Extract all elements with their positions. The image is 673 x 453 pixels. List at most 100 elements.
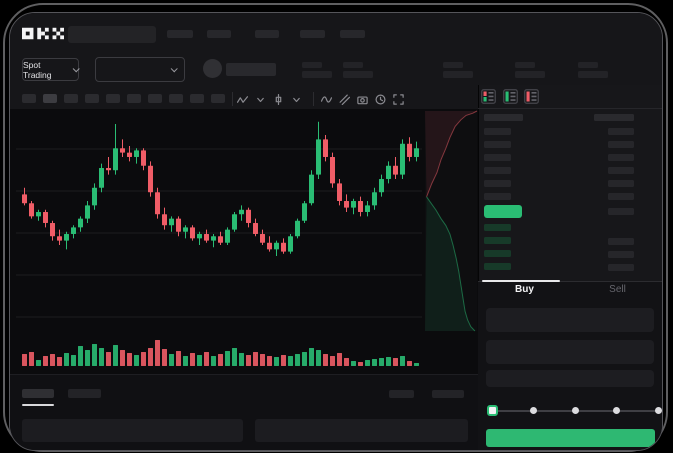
toolbar-divider	[232, 92, 233, 106]
stat-value-placeholder	[515, 71, 545, 78]
slider-stop-dot[interactable]	[571, 407, 579, 414]
last-amount-placeholder[interactable]	[608, 208, 634, 215]
nav-item-placeholder[interactable]	[207, 30, 231, 38]
ticker-stat-group	[578, 62, 608, 78]
price-chart[interactable]	[10, 13, 663, 451]
nav-item-placeholder[interactable]	[167, 30, 193, 38]
orders-tab-2[interactable]	[68, 389, 101, 398]
ticker-stat-group	[343, 62, 373, 78]
slider-stop-dot[interactable]	[530, 407, 537, 414]
ticker-stat-group	[443, 62, 473, 78]
bid-price-placeholder[interactable]	[484, 237, 511, 244]
nav-item-placeholder[interactable]	[300, 30, 325, 38]
timeframe-slot[interactable]	[85, 94, 99, 103]
order-form-field[interactable]	[486, 340, 654, 364]
stat-label-placeholder	[302, 62, 322, 68]
bid-price-placeholder[interactable]	[484, 250, 511, 257]
stat-value-placeholder	[443, 71, 473, 78]
market-type-dropdown[interactable]: Spot Trading	[22, 58, 80, 81]
nav-item-placeholder[interactable]	[340, 30, 365, 38]
ask-amount-placeholder[interactable]	[608, 167, 634, 174]
timeframe-slot[interactable]	[211, 94, 225, 103]
book-all-icon[interactable]	[481, 89, 496, 104]
bid-amount-placeholder[interactable]	[608, 251, 634, 258]
slider-stop-dot[interactable]	[654, 407, 662, 414]
ask-amount-placeholder[interactable]	[608, 154, 634, 161]
pair-select[interactable]	[95, 57, 185, 82]
camera-icon[interactable]	[357, 92, 369, 105]
orders-panel-right	[255, 419, 468, 442]
bid-amount-placeholder[interactable]	[608, 238, 634, 245]
ask-price-placeholder[interactable]	[484, 128, 511, 135]
stat-value-placeholder	[578, 71, 608, 78]
timeframe-slot[interactable]	[22, 94, 36, 103]
orders-panel-left	[22, 419, 243, 442]
search-input[interactable]	[68, 26, 156, 43]
device-bezel	[3, 3, 668, 452]
history-icon[interactable]	[375, 92, 387, 105]
order-form-field[interactable]	[486, 308, 654, 332]
pair-title-placeholder	[226, 63, 276, 76]
zigzag-icon[interactable]	[236, 92, 249, 104]
buy-submit-button[interactable]	[486, 429, 655, 447]
tabbar-divider	[478, 281, 662, 282]
chevron-down-icon[interactable]	[255, 92, 267, 104]
nav-item-placeholder[interactable]	[255, 30, 279, 38]
okx-logo[interactable]	[22, 26, 64, 41]
stat-value-placeholder	[302, 71, 332, 78]
okx-logo-glyph	[22, 27, 64, 40]
book-asks-icon[interactable]	[524, 89, 539, 104]
bid-price-placeholder[interactable]	[484, 224, 511, 231]
fullscreen-icon[interactable]	[393, 92, 405, 105]
tab-sell[interactable]: Sell	[609, 284, 626, 295]
order-form-field[interactable]	[486, 370, 654, 387]
ask-price-placeholder[interactable]	[484, 180, 511, 187]
bottom-divider	[10, 374, 478, 375]
timeframe-slot[interactable]	[64, 94, 78, 103]
market-type-label: Spot Trading	[23, 59, 52, 80]
ticker-stat-group	[302, 62, 332, 78]
orders-active-tab-indicator	[22, 404, 54, 406]
stat-label-placeholder	[515, 62, 535, 68]
ticker-stat-group	[515, 62, 545, 78]
bid-amount-placeholder[interactable]	[608, 264, 634, 271]
wave-icon[interactable]	[320, 92, 333, 104]
interval-icon[interactable]	[273, 92, 285, 106]
last-price-badge[interactable]	[484, 205, 522, 218]
stat-label-placeholder	[443, 62, 463, 68]
ask-price-placeholder[interactable]	[484, 167, 511, 174]
stat-value-placeholder	[343, 71, 373, 78]
amount-slider-handle[interactable]	[487, 405, 498, 416]
bid-price-placeholder[interactable]	[484, 263, 511, 270]
ask-amount-placeholder[interactable]	[608, 141, 634, 148]
orders-action-2[interactable]	[432, 390, 464, 398]
timeframe-slot[interactable]	[169, 94, 183, 103]
ask-price-placeholder[interactable]	[484, 193, 511, 200]
stat-label-placeholder	[578, 62, 598, 68]
timeframe-slot[interactable]	[43, 94, 57, 103]
orderbook-header-amount[interactable]	[594, 114, 634, 121]
ask-price-placeholder[interactable]	[484, 141, 511, 148]
ask-amount-placeholder[interactable]	[608, 193, 634, 200]
timeframe-slot[interactable]	[127, 94, 141, 103]
timeframe-slot[interactable]	[148, 94, 162, 103]
orderbook-header-price[interactable]	[484, 114, 523, 121]
ask-amount-placeholder[interactable]	[608, 128, 634, 135]
app-window: Spot Trading Buy Sell	[9, 12, 663, 451]
draw-icon[interactable]	[339, 92, 351, 106]
ask-price-placeholder[interactable]	[484, 154, 511, 161]
orders-action-1[interactable]	[389, 390, 414, 398]
orderbook-divider	[478, 108, 662, 109]
book-bids-icon[interactable]	[503, 89, 518, 104]
chevron-down-icon[interactable]	[291, 92, 303, 104]
timeframe-slot[interactable]	[106, 94, 120, 103]
coin-avatar	[203, 59, 222, 78]
slider-stop-dot[interactable]	[613, 407, 620, 414]
timeframe-slot[interactable]	[190, 94, 204, 103]
active-tab-indicator	[482, 280, 560, 282]
stat-label-placeholder	[343, 62, 363, 68]
tab-buy[interactable]: Buy	[515, 284, 534, 295]
toolbar-divider	[313, 92, 314, 106]
ask-amount-placeholder[interactable]	[608, 180, 634, 187]
orders-tab-1[interactable]	[22, 389, 54, 398]
